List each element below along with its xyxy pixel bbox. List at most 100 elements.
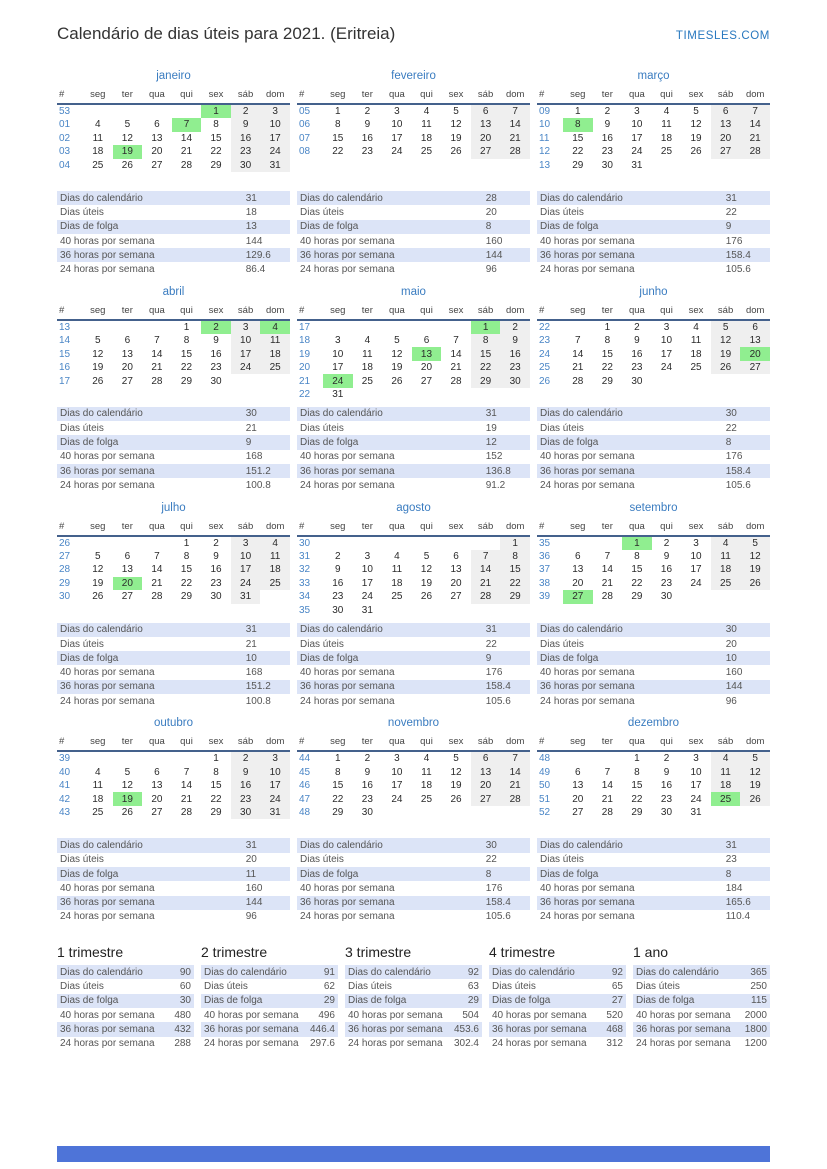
empty-day-cell (711, 806, 741, 820)
day-cell: 18 (260, 563, 290, 577)
stat-value: 30 (245, 408, 257, 420)
day-cell: 4 (423, 106, 430, 117)
stat-label: 40 horas por semana (300, 451, 395, 463)
stat-value: 480 (174, 1009, 191, 1021)
empty-day-cell (471, 388, 501, 402)
week-number-header: # (537, 734, 563, 753)
stat-label: 24 horas por semana (60, 479, 155, 491)
week-row: 18 3 4 5 6 7 8 9 (297, 333, 530, 348)
week-row: 28 12 13 14 15 16 17 18 (57, 563, 290, 577)
day-cell: 2 (230, 104, 261, 118)
day-cell: 8 (335, 119, 341, 131)
weekday-header-row: # seg ter qua qui sex sáb dom (297, 734, 530, 753)
stat-label: Dias de folga (60, 868, 119, 880)
calendar-head: # seg ter qua qui sex sáb dom (537, 87, 770, 105)
day-cell: 8 (335, 766, 341, 778)
day-cell: 6 (575, 766, 581, 778)
weekday-header: sáb (230, 734, 261, 753)
stats-row: 24 horas por semana 105.6 (297, 910, 530, 924)
day-cell: 30 (660, 591, 673, 603)
site-link[interactable]: TIMESLES.COM (675, 30, 770, 42)
weekday-header: seg (323, 734, 353, 753)
weekday-header: seg (323, 302, 353, 321)
stats-row: 24 horas por semana 96 (537, 694, 770, 708)
day-cell: 31 (260, 805, 290, 820)
week-number: 11 (539, 132, 550, 144)
day-cell: 15 (631, 780, 643, 792)
stats-table: Dias do calendário 92 Dias úteis 63 Dias de … (345, 965, 482, 1051)
stats-row: 24 horas por semana 96 (297, 262, 530, 276)
week-number: 27 (59, 550, 71, 562)
week-row: 35 30 31 (297, 604, 530, 618)
day-cell: 22 (631, 577, 643, 589)
calendar-table: # seg ter qua qui sex sáb dom 13 1 2 3 4 14 5 6 7 8 9 10 11 1… (57, 302, 290, 388)
day-cell: 3 (260, 104, 290, 118)
day-cell: 6 (154, 766, 160, 778)
holiday-day-cell: 8 (563, 118, 593, 132)
stats-row: 40 horas por semana 520 (489, 1008, 626, 1022)
day-cell: 11 (421, 119, 432, 131)
stats-row: 36 horas por semana 136.8 (297, 463, 530, 479)
stat-value: 96 (485, 264, 497, 276)
empty-day-cell (353, 320, 383, 334)
empty-day-cell (593, 536, 623, 550)
stat-label: 40 horas por semana (300, 235, 395, 247)
weekday-header: ter (112, 518, 143, 537)
day-cell: 19 (710, 347, 741, 361)
day-cell: 18 (710, 778, 741, 793)
weekday-header: seg (563, 734, 593, 753)
stats-row: Dias de folga 29 (201, 993, 338, 1009)
stats-row: Dias úteis 20 (297, 205, 530, 219)
calendar-body: 09 1 2 3 4 5 6 7 10 8 9 10 11 12 13 14 11 15 16 17 18 19 20 21 1… (537, 104, 770, 172)
day-cell: 22 (332, 146, 344, 158)
weekday-header: sex (681, 518, 711, 537)
day-cell: 22 (180, 577, 193, 589)
weekday-header: dom (500, 87, 530, 105)
week-row: 21 24 25 26 27 28 29 30 (297, 374, 530, 388)
week-row: 15 12 13 14 15 16 17 18 (57, 347, 290, 361)
week-row: 44 1 2 3 4 5 6 7 (297, 751, 530, 766)
stat-value: 31 (485, 408, 497, 420)
day-cell: 1 (213, 753, 219, 765)
stats-row: Dias do calendário 30 (297, 838, 530, 853)
stat-label: Dias úteis (60, 854, 104, 866)
stats-row: Dias do calendário 365 (633, 965, 770, 980)
day-cell: 14 (601, 780, 613, 792)
stat-value: 29 (323, 995, 335, 1007)
day-cell: 28 (151, 591, 163, 603)
week-number: 51 (539, 793, 551, 805)
stat-label: Dias do calendário (300, 839, 383, 851)
week-number: 26 (59, 537, 71, 549)
week-number-header: # (537, 518, 563, 537)
day-cell: 6 (124, 335, 131, 347)
stats-row: 40 horas por semana 160 (57, 881, 290, 895)
stats-table: Dias do calendário 365 Dias úteis 250 Dias d… (633, 965, 770, 1051)
day-cell: 28 (500, 792, 530, 806)
stat-label: 36 horas por semana (60, 249, 155, 261)
day-cell: 26 (450, 793, 462, 805)
month-title: dezembro (627, 717, 680, 730)
stats-row: 36 horas por semana 129.6 (57, 248, 290, 263)
stats-row: Dias de folga 8 (297, 866, 530, 882)
stats-row: 40 horas por semana 176 (537, 234, 770, 248)
stat-label: Dias úteis (540, 422, 584, 434)
empty-day-cell (681, 590, 711, 604)
week-row: 33 16 17 18 19 20 21 22 (297, 576, 530, 591)
week-number: 17 (59, 375, 71, 387)
day-cell: 26 (710, 360, 741, 375)
day-cell: 6 (124, 550, 131, 562)
day-cell: 6 (423, 335, 430, 347)
weekday-header: seg (563, 87, 593, 105)
empty-day-cell (711, 590, 741, 604)
stats-row: Dias do calendário 31 (297, 406, 530, 422)
day-cell: 30 (601, 159, 613, 171)
day-cell: 15 (332, 132, 344, 144)
stats-row: 24 horas por semana 302.4 (345, 1037, 482, 1051)
day-cell: 26 (690, 146, 702, 158)
day-cell: 25 (420, 793, 433, 805)
week-number-header: # (297, 734, 323, 753)
day-cell: 25 (420, 146, 433, 158)
day-cell: 4 (95, 119, 101, 131)
day-cell: 3 (364, 550, 371, 562)
